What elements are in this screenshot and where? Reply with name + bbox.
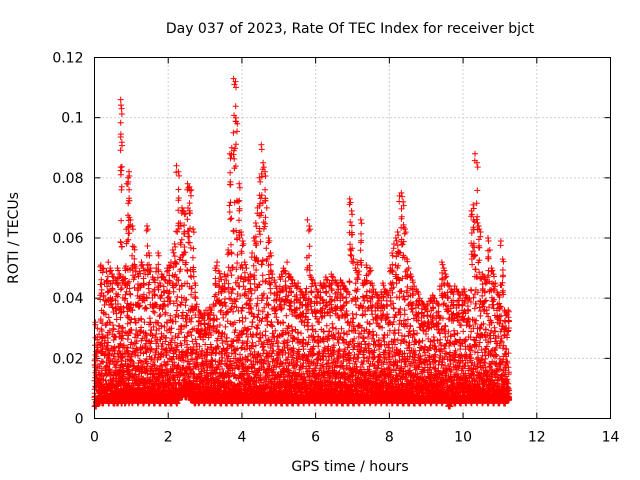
data-point-max	[118, 105, 125, 112]
x-axis-ticks: 0 2 4 6 8 10 12 14	[90, 57, 620, 446]
x-tick-label: 4	[237, 430, 246, 446]
y-tick-label: 0	[75, 412, 84, 428]
x-tick-label: 10	[454, 430, 472, 446]
data-point-max	[232, 78, 239, 85]
y-tick-label: 0.02	[52, 351, 83, 367]
x-tick-label: 2	[164, 430, 173, 446]
x-tick-label: 14	[602, 430, 620, 446]
chart-title: Day 037 of 2023, Rate Of TEC Index for r…	[166, 21, 535, 37]
data-point-max	[284, 259, 291, 266]
data-point-max	[398, 189, 405, 196]
data-point-max	[472, 150, 478, 157]
y-axis-label: ROTI / TECUs	[6, 192, 22, 284]
data-point-max	[304, 216, 311, 223]
x-tick-label: 6	[311, 430, 320, 446]
x-tick-label: 0	[90, 430, 99, 446]
plot-frame	[94, 57, 611, 419]
data-point-max	[131, 244, 138, 250]
y-tick-label: 0.1	[61, 111, 83, 127]
data-point-cloud	[91, 81, 513, 410]
data-point-max	[184, 180, 191, 187]
data-point-max	[103, 268, 110, 275]
x-axis-label: GPS time / hours	[291, 459, 408, 475]
data-point-max	[169, 247, 176, 253]
data-points	[92, 76, 513, 410]
y-tick-label: 0.06	[52, 231, 83, 247]
data-point-max	[346, 195, 353, 202]
data-point-max	[470, 201, 477, 208]
data-point-max	[475, 223, 482, 229]
data-point-max	[223, 277, 230, 284]
data-point-max	[155, 250, 162, 256]
data-point-max	[173, 162, 180, 169]
data-point-max	[94, 325, 101, 332]
data-point-max	[267, 250, 274, 256]
y-tick-label: 0.08	[52, 171, 83, 187]
data-point-max	[236, 180, 243, 187]
y-tick-label: 0.04	[52, 291, 83, 307]
data-point-max	[190, 226, 197, 232]
x-tick-label: 8	[385, 430, 394, 446]
x-tick-label: 12	[528, 430, 546, 446]
data-point-max	[260, 159, 267, 166]
y-axis-ticks: 0 0.02 0.04 0.06 0.08 0.1 0.12	[52, 51, 611, 428]
data-point-max	[389, 250, 396, 256]
data-point-max	[357, 216, 364, 223]
data-point-max	[105, 259, 112, 266]
data-point-max	[117, 96, 124, 103]
y-tick-label: 0.12	[52, 51, 83, 67]
data-point-max	[263, 204, 270, 211]
data-point-max	[394, 229, 401, 235]
